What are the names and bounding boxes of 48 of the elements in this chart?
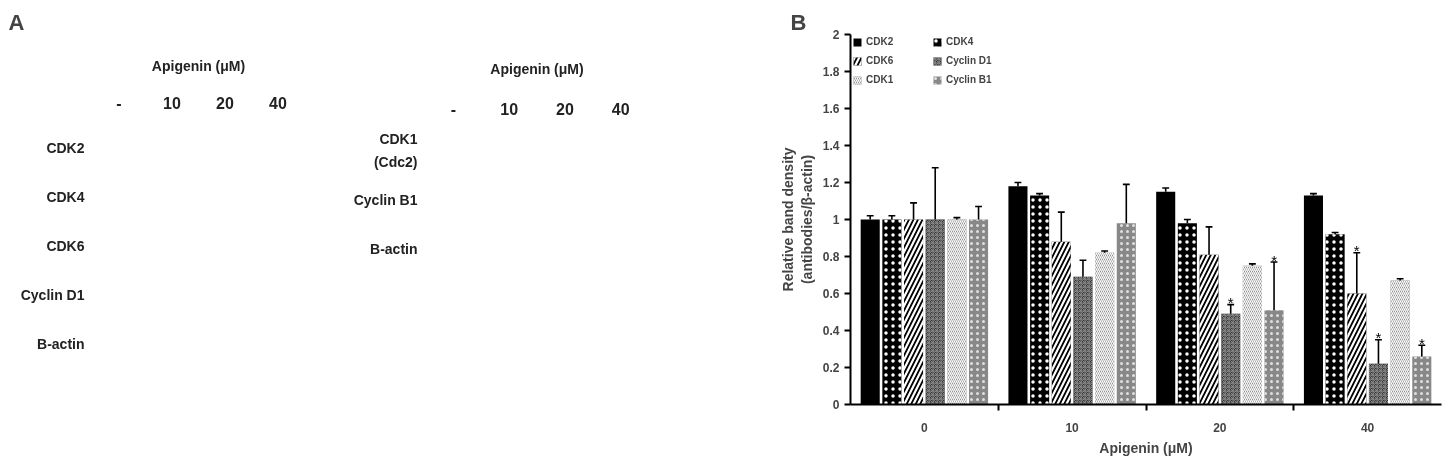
data-label: * [1418,334,1425,352]
chart-title: B [790,9,807,35]
legend-label: CDK4 [946,36,975,47]
x-axis-title: Apigenin (μM) [1099,439,1193,456]
text: Apigenin (μM) [490,60,584,77]
category-label: - [450,100,457,118]
y-tick-label: 0.6 [822,287,840,301]
legend-label: Cyclin B1 [946,74,993,85]
category-label: CDK6 [46,237,85,254]
category-label: - [116,94,122,112]
category-label: B-actin [37,335,85,352]
category-label: 40 [269,94,287,112]
category-label: 20 [216,94,234,112]
category-label: CDK2 [46,139,85,156]
category-label: Cyclin D1 [20,286,85,303]
y-tick-label: 0 [832,398,840,412]
legend-label: CDK1 [866,74,895,85]
data-label: * [1271,251,1278,269]
category-label: Cyclin B1 [353,191,418,208]
category-label: B-actin [370,240,418,257]
x-tick-label: 10 [1065,420,1080,435]
y-axis-title: Relative band density (antibodies/β-actin) [779,147,815,292]
y-tick-label: 1.8 [822,65,840,79]
y-tick-label: 1.2 [822,176,840,190]
x-tick-label: 40 [1360,420,1375,435]
y-tick-label: 2 [832,28,840,42]
legend-label: Cyclin D1 [946,55,993,66]
category-label: 10 [500,100,519,118]
text: A [8,9,25,35]
category-label: 10 [163,94,181,112]
y-tick-label: 0.8 [822,250,840,264]
x-tick-label: 20 [1213,420,1227,435]
y-tick-label: 0.4 [822,324,840,338]
legend-label: CDK2 [866,36,895,47]
y-tick-label: 1.4 [822,139,840,153]
y-tick-label: 1 [832,213,840,227]
category-label: CDK4 [46,188,85,205]
data-label: * [1227,294,1234,312]
legend-label: CDK6 [866,55,895,66]
category-label: 40 [611,100,630,118]
x-tick-label: 0 [921,420,929,435]
text: Apigenin (μM) [151,57,246,74]
data-label: * [1375,329,1382,347]
y-tick-label: 1.6 [822,102,840,116]
category-label: CDK1 (Cdc2) [373,131,418,170]
category-label: 20 [555,100,574,118]
y-tick-label: 0.2 [822,361,840,375]
data-label: * [1353,242,1360,260]
